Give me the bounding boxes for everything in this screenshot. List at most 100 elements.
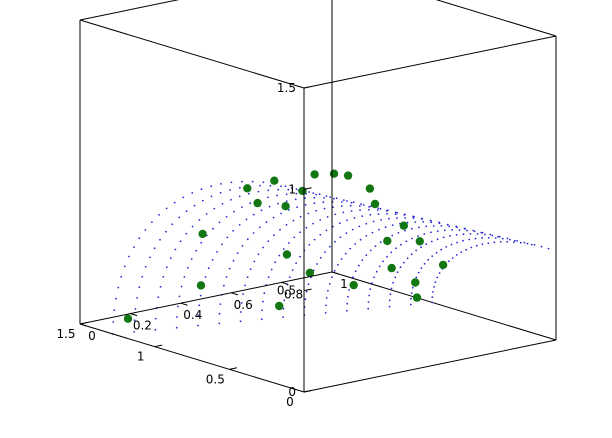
surface-dot — [440, 225, 443, 227]
surface-dot — [246, 276, 249, 278]
surface-dot — [307, 212, 310, 215]
surface-dot — [165, 230, 167, 233]
surface-dot — [338, 222, 341, 225]
surface-dot — [410, 297, 412, 300]
surface-dot — [509, 238, 511, 241]
surface-dot — [200, 188, 203, 191]
surface-dot — [389, 293, 392, 296]
y-tick — [331, 271, 339, 275]
surface-dot — [345, 232, 348, 235]
surface-dot — [249, 202, 252, 205]
surface-dot — [238, 186, 241, 189]
surface-dot — [322, 201, 325, 204]
surface-dot — [422, 221, 425, 223]
surface-dot — [197, 314, 200, 317]
surface-dot — [207, 267, 210, 270]
surface-dot — [267, 189, 270, 192]
surface-dot — [410, 292, 413, 294]
surface-dot — [220, 183, 223, 185]
surface-dot — [368, 206, 370, 208]
surface-dot — [277, 188, 280, 191]
surface-dot — [176, 316, 178, 318]
surface-dot — [380, 219, 382, 221]
surface-dot — [481, 237, 483, 239]
surface-dot — [263, 292, 266, 295]
surface-dot — [120, 275, 123, 278]
surface-dot — [242, 293, 245, 295]
surface-dot — [498, 235, 501, 238]
surface-dot — [219, 191, 222, 194]
surface-dot — [158, 214, 160, 216]
surface-dot — [266, 196, 269, 199]
surface-dot — [429, 219, 432, 222]
surface-dot — [433, 286, 435, 288]
surface-dot — [394, 211, 397, 214]
box-back-edges — [303, 36, 557, 393]
surface-dot — [403, 261, 405, 264]
surface-dot — [290, 187, 293, 189]
surface-dot — [149, 256, 151, 259]
x-tick-label: 0.5 — [206, 372, 225, 386]
data-point — [412, 293, 422, 302]
surface-dot — [449, 235, 451, 237]
surface-dot — [513, 241, 515, 244]
surface-dot — [418, 226, 420, 229]
surface-dot — [327, 289, 329, 292]
surface-dot — [319, 256, 322, 259]
surface-dot — [239, 320, 242, 323]
surface-dot — [315, 193, 318, 196]
x-tick-label: 1.5 — [56, 327, 75, 341]
z-tick — [303, 389, 312, 393]
surface-dot — [526, 242, 529, 245]
y-tick — [180, 302, 188, 306]
surface-dot — [229, 189, 232, 191]
surface-dot — [270, 268, 273, 271]
surface-dot — [411, 237, 413, 240]
surface-dot — [193, 204, 196, 207]
surface-dot — [185, 210, 188, 213]
surface-dot — [425, 225, 428, 228]
surface-dot — [349, 204, 352, 207]
surface-dot — [403, 214, 406, 216]
surface-dot — [382, 260, 384, 263]
surface-dot — [285, 200, 288, 203]
surface-dot — [179, 240, 182, 243]
surface-dot — [354, 243, 357, 245]
surface-dot — [435, 251, 438, 254]
surface-dot — [154, 328, 157, 331]
surface-dot — [396, 217, 398, 219]
surface-dot — [443, 229, 446, 232]
surface-dot — [533, 244, 536, 246]
surface-dot — [133, 319, 136, 322]
box-edge — [303, 35, 557, 89]
surface-dot — [117, 286, 120, 289]
surface-dot — [339, 236, 342, 239]
data-point — [415, 237, 424, 246]
surface-dot — [405, 240, 408, 243]
y-tick-label: 0 — [88, 329, 96, 343]
data-point — [370, 199, 380, 209]
z-tick — [303, 288, 312, 292]
surface-dot — [430, 231, 432, 234]
surface-dot — [299, 215, 302, 218]
surface-dot — [506, 240, 509, 243]
axis-ticks — [79, 85, 339, 393]
data-point — [411, 278, 420, 287]
surface-dot — [273, 234, 275, 237]
surface-dot — [198, 304, 201, 307]
surface-dot — [346, 200, 348, 202]
surface-dot — [288, 209, 290, 211]
surface-dot — [464, 227, 466, 230]
z-tick-label: 0.5 — [277, 284, 296, 298]
surface-dot — [431, 255, 434, 257]
surface-dot — [469, 233, 472, 235]
surface-dot — [346, 309, 348, 312]
surface-dot — [328, 245, 331, 248]
surface-dot — [540, 245, 543, 248]
y-tick — [130, 313, 138, 317]
surface-dot — [501, 237, 504, 240]
surface-dot — [319, 233, 322, 236]
surface-dot — [218, 322, 221, 325]
surface-dot — [436, 230, 439, 233]
